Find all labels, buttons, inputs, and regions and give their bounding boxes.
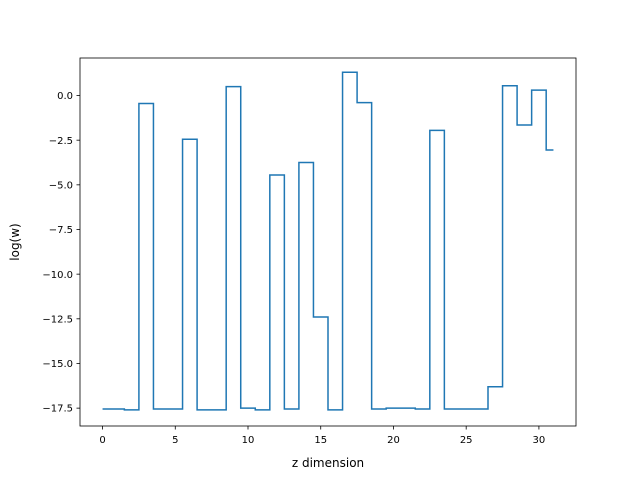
y-tick-label: −17.5 <box>42 404 73 415</box>
y-tick-label: −15.0 <box>42 359 73 370</box>
y-tick-label: −7.5 <box>49 225 73 236</box>
x-tick-label: 15 <box>314 435 327 446</box>
x-tick-label: 5 <box>172 435 178 446</box>
x-axis-label: z dimension <box>292 456 364 470</box>
axes-frame <box>79 57 577 427</box>
x-tick-label: 20 <box>387 435 400 446</box>
y-tick-label: −12.5 <box>42 314 73 325</box>
x-tick-label: 30 <box>533 435 546 446</box>
x-axis-ticks: 0 5 10 15 20 25 30 <box>99 426 545 446</box>
series-line-0 <box>102 71 554 411</box>
y-axis-label: log(w) <box>8 223 22 260</box>
y-tick-label: −10.0 <box>42 270 73 281</box>
x-tick-label: 10 <box>242 435 255 446</box>
y-tick-label: 0.0 <box>57 91 73 102</box>
y-axis-ticks: 0.0 −2.5 −5.0 −7.5 −10.0 −12.5 −15.0 −17.5 <box>42 91 80 415</box>
y-tick-label: −5.0 <box>49 180 73 191</box>
x-tick-label: 25 <box>460 435 473 446</box>
y-tick-label: −2.5 <box>49 136 73 147</box>
plot-area <box>102 71 554 411</box>
x-tick-label: 0 <box>99 435 105 446</box>
